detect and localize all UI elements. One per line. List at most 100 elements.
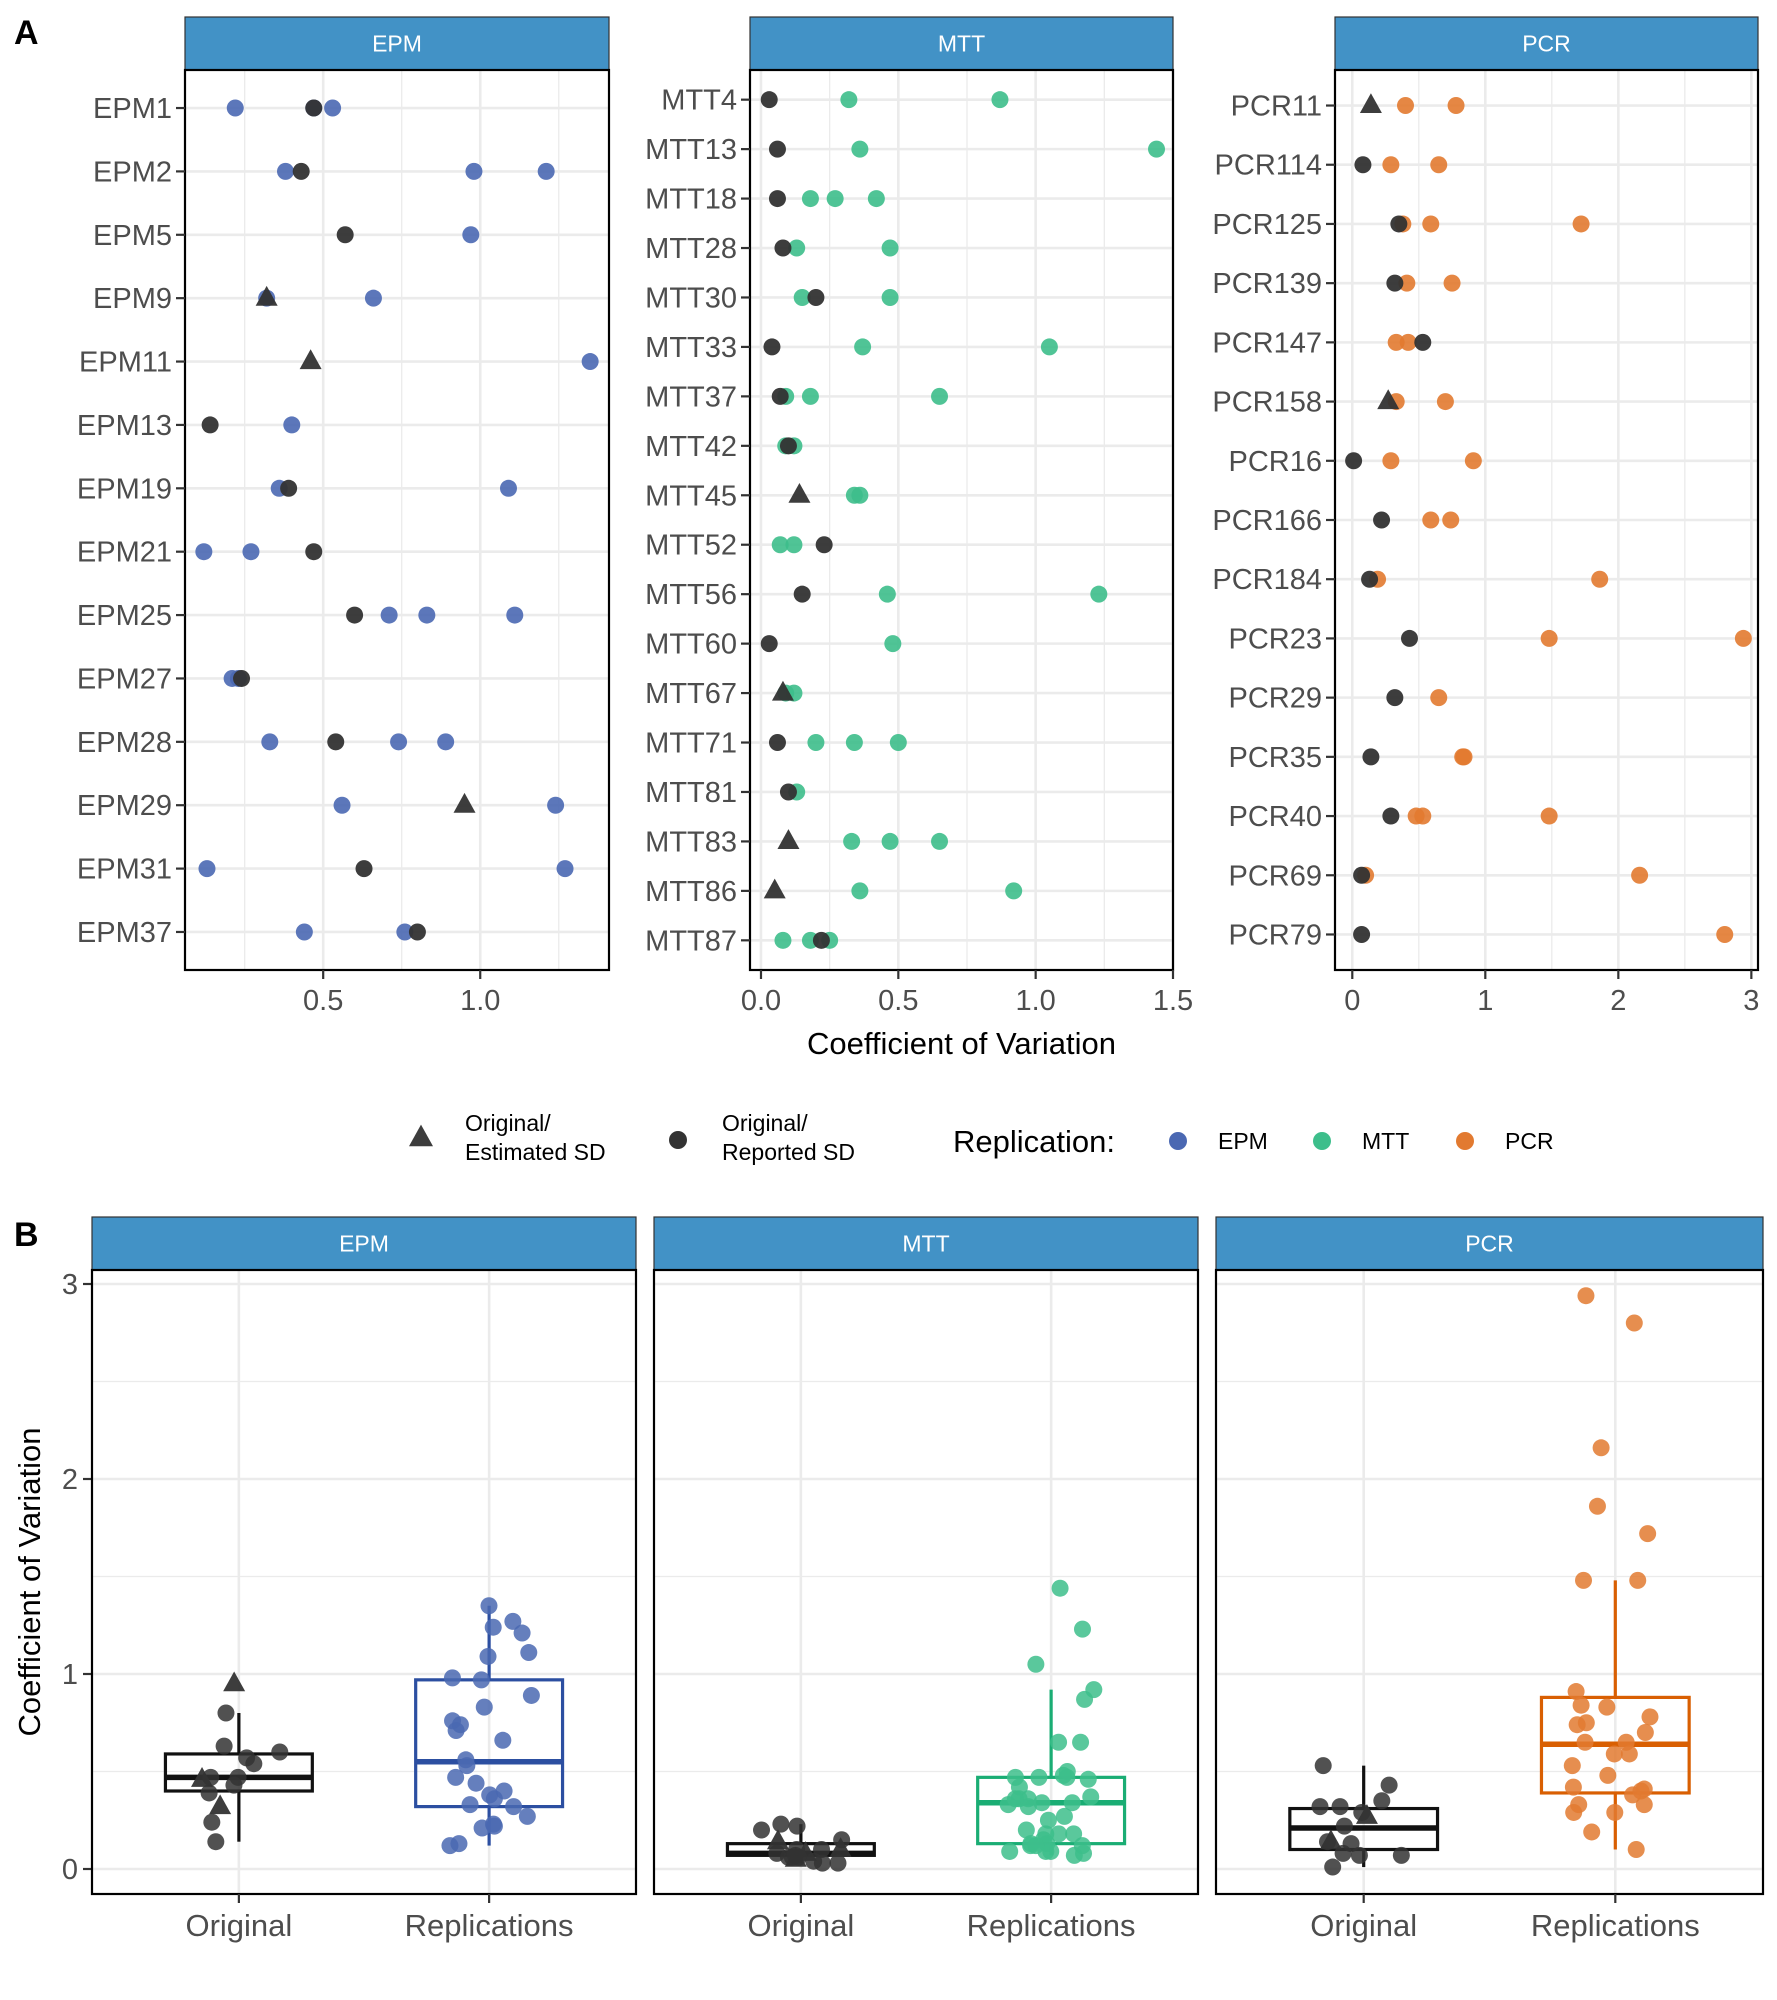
replication-point [1058,1763,1076,1780]
original-reported-point [763,338,781,356]
replication-point [1033,1794,1051,1812]
replication-point [991,91,1009,109]
replication-point [390,733,408,751]
replication-point [522,1686,540,1704]
replication-point [1447,97,1465,115]
boxplot-replications [1539,1580,1691,1850]
y-tick-label: EPM25 [77,600,172,632]
replication-point [475,1698,493,1716]
replication-point [1430,156,1448,174]
original-estimated-point [299,349,322,370]
y-tick-label: MTT4 [661,85,737,117]
replication-point [1001,1842,1019,1860]
replication-point [851,882,869,900]
x-tick-label: 3 [1743,985,1759,1017]
original-reported-point [1373,1792,1391,1810]
replication-point [1716,925,1734,943]
plot-background [92,1270,636,1894]
replication-point [801,190,819,208]
original-reported-point [1354,156,1372,174]
y-tick-label: PCR147 [1212,327,1322,359]
replication-point [1734,629,1752,647]
replication-point [277,162,295,180]
replication-point [1639,1525,1657,1543]
original-reported-point [813,1841,831,1858]
replication-point [437,733,455,751]
original-reported-point [1382,807,1400,825]
replication-point [854,338,872,356]
original-reported-point [336,226,354,244]
original-reported-point [280,479,298,497]
original-estimated-point [784,1846,807,1867]
original-reported-point [1353,925,1371,943]
original-reported-point [305,99,323,117]
replication-point [1051,1579,1069,1597]
x-tick-label: Replications [967,1908,1136,1943]
replication-point [1065,1825,1083,1843]
x-tick-label: Original [185,1908,292,1943]
x-tick-label: 1.0 [460,985,500,1017]
replication-point [1563,1757,1581,1775]
original-estimated-point [1377,389,1400,410]
panel-a: A EPM EPM1 EPM2 EPM5 EPM9 EPM11 EPM13 EPM19 EPM21… [14,14,1759,1061]
y-tick-label: MTT60 [645,629,737,661]
x-tick-label: 0.5 [303,985,343,1017]
replication-point [472,1671,490,1689]
legend-label-estimated-1: Original/ [465,1110,551,1136]
replication-point [1636,1724,1654,1741]
replication-point [461,1796,479,1814]
original-reported-point [779,783,797,801]
original-reported-point [203,1813,221,1831]
replication-point [283,416,301,434]
replication-point [931,387,949,405]
panel-letter-a: A [14,14,39,52]
replication-point [1567,1683,1585,1701]
original-reported-point [768,190,786,208]
replication-point [226,99,244,117]
legend-label-reported-2: Reported SD [722,1139,855,1165]
x-tick-label: Replications [1531,1908,1700,1943]
original-reported-point [1414,333,1432,351]
strip-mtt [749,16,1174,71]
legend-color-mtt-icon [1313,1132,1331,1150]
original-reported-point [225,1776,243,1794]
replication-point [1090,585,1108,603]
replication-point [1564,1778,1582,1796]
y-tick-label: EPM28 [77,727,172,759]
strip-epm [184,16,610,71]
y-tick-label: 2 [62,1464,78,1496]
replication-point [1442,511,1460,529]
y-tick-label: MTT13 [645,134,737,166]
replication-point [333,796,351,814]
panel-border [652,1268,1200,1896]
legend-triangle-icon [409,1124,433,1147]
replication-point [771,536,789,554]
replication-point [505,1798,523,1816]
original-reported-point [1324,1858,1342,1876]
legend-title: Replication: [953,1124,1115,1159]
legend-color-epm-icon [1169,1132,1187,1150]
replication-point [845,734,863,752]
original-reported-point [1361,570,1379,588]
original-estimated-point [763,878,786,899]
replication-point [843,832,861,850]
original-reported-point [233,669,251,687]
y-tick-label: 3 [62,1269,78,1301]
replication-point [1635,1780,1653,1798]
original-reported-point [245,1755,263,1773]
replication-point [504,1612,522,1630]
facet-pcr: PCR PCR11 PCR114 PCR125 PCR139 PCR147 PCR158 PC… [1212,16,1759,1017]
replication-point [484,1815,502,1833]
x-tick-label: Original [1310,1908,1417,1943]
y-tick-label: MTT56 [645,579,737,611]
original-reported-point [768,140,786,158]
replication-point [506,606,524,624]
replication-point [1599,1766,1617,1784]
replication-point [807,734,825,752]
y-tick-label: PCR139 [1212,268,1322,300]
replication-point [242,543,260,561]
replication-point [581,353,599,371]
replication-point [878,585,896,603]
replication-point [198,860,216,878]
replication-point [1455,748,1473,766]
